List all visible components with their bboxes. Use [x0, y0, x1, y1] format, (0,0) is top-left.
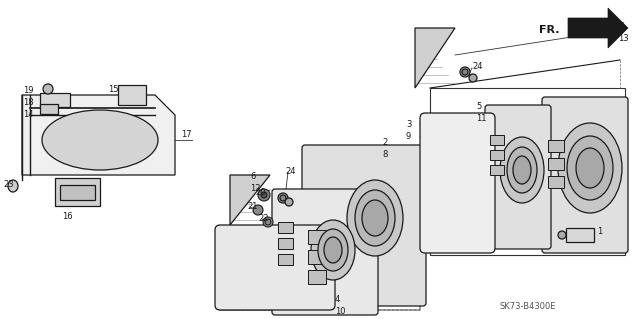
Ellipse shape [576, 148, 604, 188]
FancyBboxPatch shape [272, 189, 378, 315]
FancyBboxPatch shape [215, 225, 335, 310]
Bar [40, 104, 58, 114]
Bar [490, 135, 504, 145]
Text: 22: 22 [258, 214, 269, 223]
Polygon shape [22, 95, 175, 175]
Ellipse shape [567, 136, 613, 200]
Ellipse shape [507, 147, 537, 193]
Ellipse shape [280, 195, 286, 201]
Ellipse shape [355, 190, 395, 246]
Ellipse shape [460, 67, 470, 77]
Bar [548, 176, 564, 188]
Text: 3: 3 [406, 120, 412, 129]
Polygon shape [568, 8, 628, 48]
Ellipse shape [263, 217, 273, 227]
Bar [490, 165, 504, 175]
Ellipse shape [500, 137, 544, 203]
Text: 13: 13 [618, 34, 628, 43]
Text: 4: 4 [335, 295, 340, 304]
Bar [278, 222, 293, 233]
Text: 23: 23 [3, 180, 13, 189]
Text: 24: 24 [472, 62, 483, 71]
FancyBboxPatch shape [420, 113, 495, 253]
Bar [60, 185, 95, 200]
Bar [40, 93, 70, 107]
Bar [490, 150, 504, 160]
Text: 6: 6 [250, 172, 255, 181]
Text: 15: 15 [108, 85, 118, 94]
Ellipse shape [265, 219, 271, 225]
Ellipse shape [469, 74, 477, 82]
Text: 24: 24 [285, 167, 296, 176]
Ellipse shape [42, 110, 158, 170]
FancyBboxPatch shape [302, 145, 426, 306]
Bar [118, 85, 146, 105]
Text: 7: 7 [618, 22, 623, 31]
Ellipse shape [43, 84, 53, 94]
Ellipse shape [285, 198, 293, 206]
Text: 18: 18 [23, 98, 34, 107]
Bar [308, 250, 326, 264]
Ellipse shape [324, 237, 342, 263]
FancyBboxPatch shape [485, 105, 551, 249]
Polygon shape [230, 175, 270, 225]
Bar [308, 270, 326, 284]
Ellipse shape [261, 192, 267, 198]
Text: 16: 16 [62, 212, 72, 221]
Text: 21: 21 [247, 202, 257, 211]
Ellipse shape [318, 229, 348, 271]
Text: 12: 12 [250, 184, 260, 193]
Text: 1: 1 [597, 227, 602, 236]
Ellipse shape [311, 220, 355, 280]
Polygon shape [415, 28, 455, 88]
Ellipse shape [462, 69, 468, 75]
Text: 14: 14 [23, 110, 33, 119]
Ellipse shape [347, 180, 403, 256]
Bar [548, 140, 564, 152]
Ellipse shape [253, 205, 263, 215]
Ellipse shape [558, 231, 566, 239]
Bar [55, 178, 100, 206]
Bar [278, 238, 293, 249]
Text: 19: 19 [23, 86, 33, 95]
Ellipse shape [513, 156, 531, 184]
Ellipse shape [558, 123, 622, 213]
FancyBboxPatch shape [542, 97, 628, 253]
Text: 11: 11 [476, 114, 486, 123]
Text: FR.: FR. [540, 25, 560, 35]
Ellipse shape [278, 193, 288, 203]
Bar [278, 254, 293, 265]
Bar [548, 158, 564, 170]
Text: 10: 10 [335, 307, 346, 316]
Text: 20: 20 [255, 188, 266, 197]
Ellipse shape [8, 180, 18, 192]
Bar [566, 228, 594, 242]
Text: 8: 8 [382, 150, 388, 159]
Text: 5: 5 [476, 102, 481, 111]
Ellipse shape [362, 200, 388, 236]
Ellipse shape [258, 189, 270, 201]
Text: SK73-B4300E: SK73-B4300E [500, 302, 557, 311]
Text: 2: 2 [382, 138, 388, 147]
Text: 9: 9 [406, 132, 412, 141]
Bar [308, 230, 326, 244]
Text: 17: 17 [181, 130, 191, 139]
